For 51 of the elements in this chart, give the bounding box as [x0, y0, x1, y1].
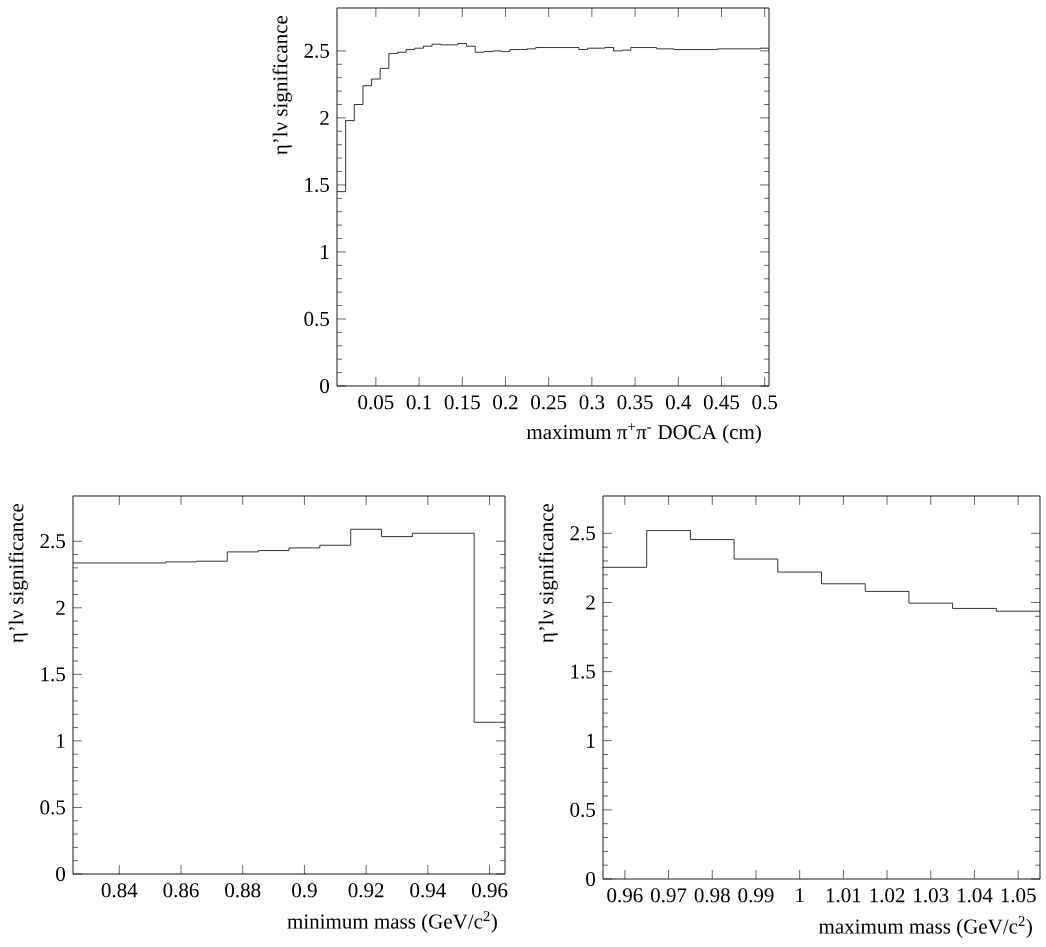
y-tick-label: 1.5	[571, 664, 595, 679]
y-tick-label: 0	[320, 378, 330, 394]
y-tick-label: 2.5	[304, 43, 329, 58]
y-tick-label: 2.5	[570, 526, 595, 541]
x-tick-label: 0.96	[472, 883, 508, 898]
y-tick-label: 0.5	[570, 802, 595, 817]
x-tick-label: 0.98	[694, 888, 730, 903]
x-tick-label: 1.05	[1001, 888, 1036, 903]
y-tick-label: 1	[321, 245, 329, 259]
y-axis-title: η’lν significance	[538, 503, 558, 643]
x-tick-label: 1.02	[870, 888, 905, 903]
y-tick-label: 2.5	[40, 534, 65, 549]
x-tick-label: 0.9	[292, 883, 317, 898]
x-tick-label: 0.25	[531, 395, 567, 410]
x-tick-label: 0.45	[703, 395, 740, 410]
x-tick-label: 0.88	[225, 883, 261, 898]
y-tick-label: 2	[586, 595, 595, 610]
x-tick-label: 0.97	[650, 888, 687, 903]
y-tick-label: 1.5	[305, 177, 329, 193]
x-tick-label: 1.04	[957, 888, 993, 903]
x-tick-label: 0.3	[579, 395, 605, 410]
x-axis-title: maximum π$^{+}$π$^{-}$ DOCA (cm)	[526, 423, 761, 444]
y-axis-title: η’lν significance	[8, 503, 28, 643]
y-axis-title: η’lν significance	[272, 15, 292, 155]
y-tick-label: 0	[56, 866, 65, 882]
x-tick-label: 0.15	[444, 395, 480, 410]
x-tick-label: 0.35	[617, 395, 653, 410]
y-tick-label: 2	[320, 110, 329, 125]
x-tick-label: 1.03	[914, 888, 949, 903]
y-tick-label: 1	[57, 733, 65, 748]
x-axis-title: minimum mass (GeV/c$^{2}$)	[287, 911, 497, 933]
x-tick-label: 0.2	[493, 395, 518, 410]
x-tick-label: 0.1	[406, 395, 431, 410]
y-tick-label: 1.5	[41, 667, 65, 682]
x-tick-label: 0.96	[607, 888, 643, 903]
x-tick-label: 0.84	[101, 883, 138, 898]
x-tick-label: 0.86	[163, 883, 199, 898]
x-tick-label: 0.99	[738, 888, 774, 903]
y-tick-label: 0.5	[40, 800, 65, 815]
x-tick-label: 0.94	[410, 883, 446, 898]
y-tick-label: 1	[587, 733, 595, 748]
x-tick-label: 1.01	[826, 888, 861, 903]
x-tick-label: 0.4	[665, 395, 692, 410]
x-tick-label: 1	[796, 888, 804, 903]
x-tick-label: 0.05	[358, 395, 394, 410]
y-tick-label: 2	[56, 600, 65, 615]
y-tick-label: 0	[586, 871, 596, 887]
x-axis-title: maximum mass (GeV/c$^{2}$)	[818, 916, 1032, 938]
x-tick-label: 0.5	[752, 395, 777, 410]
y-tick-label: 0.5	[304, 311, 329, 327]
x-tick-label: 0.92	[348, 883, 384, 898]
